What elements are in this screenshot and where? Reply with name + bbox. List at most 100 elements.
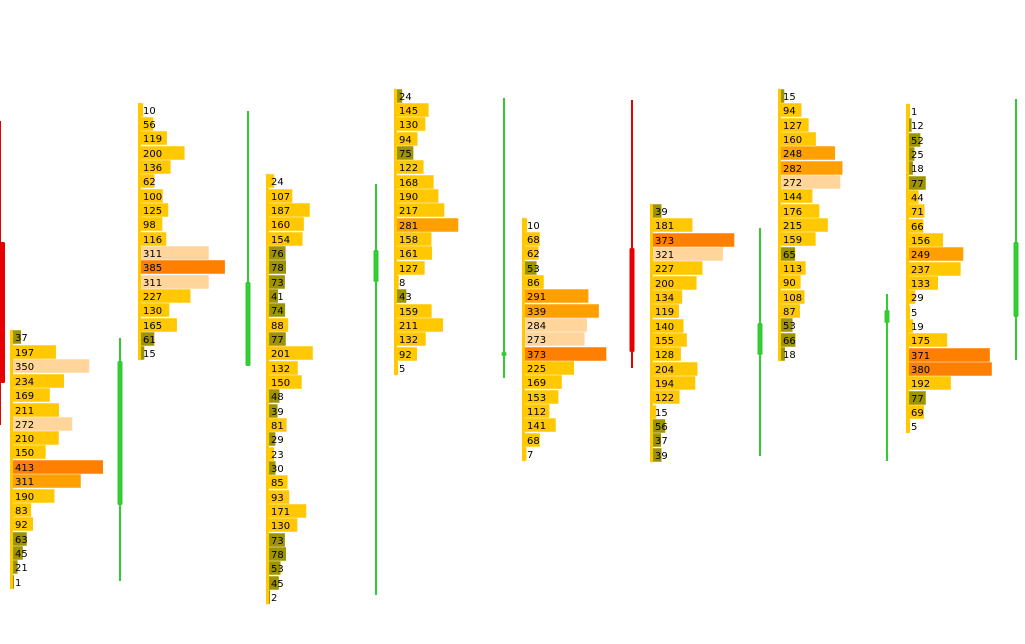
volume-label: 169 bbox=[527, 378, 546, 389]
volume-label: 18 bbox=[911, 164, 924, 175]
volume-label: 15 bbox=[783, 92, 796, 103]
volume-label: 1 bbox=[911, 107, 917, 118]
volume-bar bbox=[13, 431, 59, 445]
volume-bar bbox=[909, 290, 916, 304]
volume-bar bbox=[13, 532, 27, 546]
volume-bar bbox=[13, 460, 103, 474]
volume-label: 227 bbox=[143, 292, 162, 303]
volume-label: 56 bbox=[655, 422, 668, 433]
volume-label: 201 bbox=[271, 349, 290, 360]
volume-label: 23 bbox=[271, 450, 284, 461]
volume-bar bbox=[525, 218, 528, 232]
volume-bar bbox=[525, 433, 540, 447]
volume-label: 155 bbox=[655, 336, 674, 347]
volume-label: 158 bbox=[399, 235, 418, 246]
volume-bar bbox=[13, 417, 73, 431]
volume-label: 68 bbox=[527, 235, 540, 246]
volume-bar bbox=[397, 347, 418, 361]
volume-bar bbox=[525, 361, 575, 375]
volume-label: 159 bbox=[783, 235, 802, 246]
volume-label: 24 bbox=[271, 177, 284, 188]
volume-label: 39 bbox=[655, 451, 668, 462]
volume-bar bbox=[269, 418, 287, 432]
profile-scale-strip bbox=[906, 103, 909, 434]
volume-bar bbox=[909, 219, 924, 233]
volume-bar bbox=[781, 161, 843, 175]
volume-bar bbox=[781, 204, 820, 218]
volume-bar bbox=[909, 133, 921, 147]
volume-bar bbox=[909, 190, 919, 204]
volume-bar bbox=[781, 103, 802, 117]
volume-bar bbox=[141, 146, 185, 160]
volume-bar bbox=[13, 330, 22, 344]
volume-label: 5 bbox=[911, 422, 917, 433]
volume-bar bbox=[781, 189, 813, 203]
volume-bar bbox=[397, 189, 439, 203]
volume-bar bbox=[525, 447, 527, 461]
volume-label: 211 bbox=[399, 321, 418, 332]
volume-label: 160 bbox=[271, 220, 290, 231]
volume-bar bbox=[909, 176, 926, 190]
volume-bar bbox=[525, 332, 585, 346]
volume-label: 132 bbox=[271, 364, 290, 375]
volume-bar bbox=[269, 447, 275, 461]
volume-bar bbox=[781, 175, 841, 189]
volume-bar bbox=[909, 262, 961, 276]
volume-bar bbox=[909, 247, 964, 261]
volume-bar bbox=[141, 289, 191, 303]
volume-bar bbox=[781, 118, 809, 132]
volume-label: 76 bbox=[271, 249, 284, 260]
volume-label: 194 bbox=[655, 379, 674, 390]
volume-bar bbox=[141, 332, 155, 346]
volume-label: 373 bbox=[527, 350, 546, 361]
profile-8: 1 12 52 25 18 77 44 71 66 156 249 237 133 29 5 19 175 371… bbox=[906, 99, 1019, 434]
volume-bar bbox=[269, 260, 286, 274]
volume-bar bbox=[653, 261, 703, 275]
volume-bar bbox=[781, 347, 785, 361]
volume-bar bbox=[397, 132, 418, 146]
volume-bar bbox=[141, 232, 167, 246]
volume-label: 134 bbox=[655, 293, 674, 304]
volume-bar bbox=[909, 104, 910, 118]
volume-bar bbox=[653, 448, 662, 462]
volume-bar bbox=[781, 218, 828, 232]
candle-body bbox=[501, 352, 507, 356]
profile-4: 24 145 130 94 75 122 168 190 217 281 158 161 127 8 43 1… bbox=[394, 88, 507, 378]
profile-1: 3719735023416921127221015041331119083926… bbox=[10, 329, 123, 590]
volume-bar bbox=[269, 404, 278, 418]
volume-label: 122 bbox=[399, 163, 418, 174]
volume-bar bbox=[909, 161, 913, 175]
volume-bar bbox=[909, 319, 914, 333]
volume-label: 190 bbox=[15, 492, 34, 503]
volume-label: 77 bbox=[271, 335, 284, 346]
volume-label: 154 bbox=[271, 235, 290, 246]
candle-body bbox=[757, 323, 763, 355]
volume-bar bbox=[781, 247, 796, 261]
volume-label: 249 bbox=[911, 250, 930, 261]
volume-label: 77 bbox=[911, 179, 924, 190]
volume-label: 86 bbox=[527, 278, 540, 289]
volume-bar bbox=[13, 374, 64, 388]
volume-label: 77 bbox=[911, 394, 924, 405]
volume-bar bbox=[909, 305, 911, 319]
volume-label: 92 bbox=[399, 350, 412, 361]
profile-3: 24 107 187 160 154 76 78 73 41 74 88 77 201 132 150 48 3… bbox=[266, 173, 379, 605]
volume-label: 273 bbox=[527, 335, 546, 346]
volume-label: 371 bbox=[911, 351, 930, 362]
volume-bar bbox=[909, 376, 951, 390]
volume-bar bbox=[909, 276, 938, 290]
volume-bar bbox=[397, 318, 443, 332]
volume-bar bbox=[269, 375, 302, 389]
volume-label: 21 bbox=[15, 563, 28, 574]
volume-bar bbox=[397, 175, 434, 189]
volume-label: 133 bbox=[911, 279, 930, 290]
volume-bar bbox=[141, 189, 163, 203]
volume-label: 373 bbox=[655, 236, 674, 247]
volume-label: 10 bbox=[143, 106, 156, 117]
profile-scale-strip bbox=[650, 203, 653, 463]
volume-label: 98 bbox=[143, 220, 156, 231]
profile-scale-strip bbox=[138, 102, 141, 361]
volume-label: 15 bbox=[143, 349, 156, 360]
volume-label: 29 bbox=[911, 293, 924, 304]
volume-label: 116 bbox=[143, 235, 162, 246]
